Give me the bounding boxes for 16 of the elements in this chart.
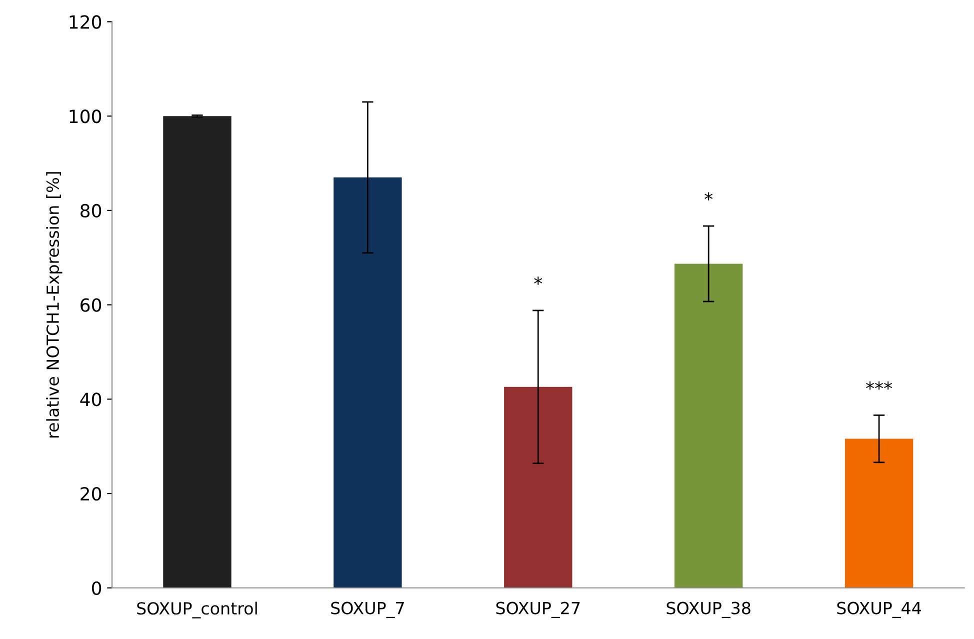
annotation: *: [704, 192, 713, 200]
x-tick-label: SOXUP_27: [496, 602, 580, 618]
y-tick-label: 40: [80, 392, 102, 406]
x-tick-label: SOXUP_control: [137, 602, 257, 618]
y-tick-label: 0: [92, 581, 102, 595]
annotation: *: [534, 276, 542, 285]
x-tick-label: SOXUP_7: [331, 602, 404, 618]
y-tick-label: 60: [80, 298, 102, 312]
y-tick-label: 100: [70, 110, 102, 124]
y-tick-label: 120: [70, 15, 102, 29]
x-tick-label: SOXUP_44: [837, 602, 922, 618]
y-tick-label: 80: [80, 204, 102, 218]
x-tick-label: SOXUP_38: [666, 602, 750, 618]
y-axis-title: relative NOTCH1-Expression [%]: [46, 172, 62, 438]
annotation: ***: [866, 381, 892, 390]
y-tick-label: 20: [80, 486, 102, 501]
